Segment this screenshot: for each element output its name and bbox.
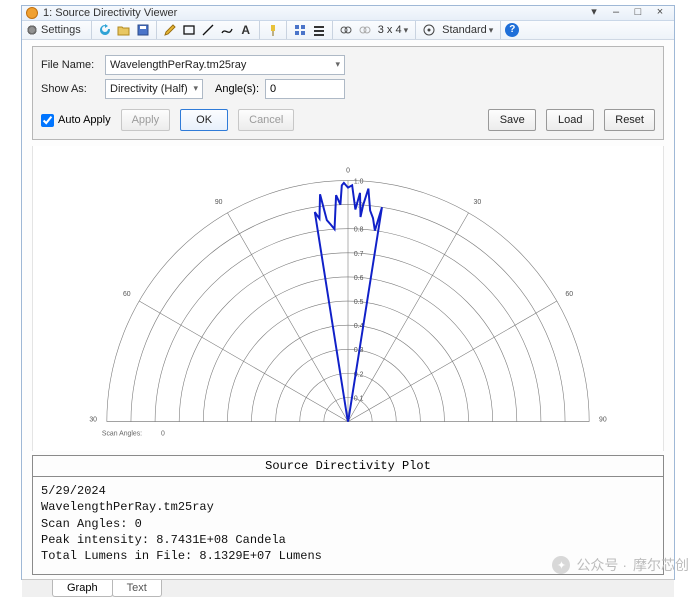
filename-value: WavelengthPerRay.tm25ray <box>110 59 246 71</box>
tab-graph[interactable]: Graph <box>52 580 113 597</box>
minimize-icon[interactable]: – <box>606 6 626 20</box>
folder-open-icon[interactable] <box>115 21 133 39</box>
save-icon[interactable] <box>134 21 152 39</box>
showas-value: Directivity (Half) <box>110 83 188 95</box>
filename-label: File Name: <box>41 59 105 71</box>
grid-view-icon[interactable] <box>291 21 309 39</box>
link-icon[interactable] <box>337 21 355 39</box>
tab-text[interactable]: Text <box>112 580 162 597</box>
view-mode-dropdown[interactable]: Standard <box>439 24 496 36</box>
help-icon[interactable]: ? <box>505 23 519 37</box>
maximize-icon[interactable]: □ <box>628 6 648 20</box>
close-icon[interactable]: × <box>650 6 670 20</box>
autoapply-checkbox[interactable]: Auto Apply <box>41 114 111 127</box>
list-view-icon[interactable] <box>310 21 328 39</box>
pencil-icon[interactable] <box>161 21 179 39</box>
ok-button[interactable]: OK <box>180 109 228 131</box>
svg-text:0.7: 0.7 <box>354 251 364 258</box>
gear-icon <box>26 24 38 36</box>
load-button[interactable]: Load <box>546 109 594 131</box>
filename-combo[interactable]: WavelengthPerRay.tm25ray ▾ <box>105 55 345 75</box>
svg-text:0: 0 <box>161 430 165 437</box>
svg-text:90: 90 <box>215 199 223 206</box>
svg-text:1.0: 1.0 <box>354 178 364 185</box>
settings-button[interactable]: Settings <box>26 24 87 36</box>
chevron-down-icon <box>404 24 409 36</box>
svg-text:0: 0 <box>346 168 350 175</box>
rectangle-tool-icon[interactable] <box>180 21 198 39</box>
svg-text:0.8: 0.8 <box>354 227 364 234</box>
svg-text:0.6: 0.6 <box>354 275 364 282</box>
line-tool-icon[interactable] <box>199 21 217 39</box>
svg-text:30: 30 <box>474 199 482 206</box>
save-button[interactable]: Save <box>488 109 536 131</box>
freehand-tool-icon[interactable] <box>218 21 236 39</box>
reset-button[interactable]: Reset <box>604 109 655 131</box>
chevron-down-icon: ▾ <box>193 83 198 94</box>
settings-label: Settings <box>41 24 81 36</box>
angles-input[interactable] <box>265 79 345 99</box>
unlink-icon[interactable] <box>356 21 374 39</box>
pin-icon[interactable] <box>264 21 282 39</box>
info-title: Source Directivity Plot <box>33 456 663 477</box>
dropdown-icon[interactable]: ▾ <box>584 6 604 20</box>
showas-combo[interactable]: Directivity (Half) ▾ <box>105 79 203 99</box>
apply-button[interactable]: Apply <box>121 109 171 131</box>
showas-label: Show As: <box>41 83 105 95</box>
grid-size-label: 3 x 4 <box>378 24 402 36</box>
svg-text:0.5: 0.5 <box>354 299 364 306</box>
target-icon[interactable] <box>420 21 438 39</box>
text-tool-icon[interactable]: A <box>237 21 255 39</box>
autoapply-label: Auto Apply <box>58 114 111 126</box>
polar-chart: 0.10.20.30.40.50.60.70.80.91.00309060609… <box>32 146 664 451</box>
svg-text:30: 30 <box>89 417 97 424</box>
svg-text:0.1: 0.1 <box>354 395 364 402</box>
app-icon <box>26 7 38 19</box>
svg-text:60: 60 <box>123 291 131 298</box>
refresh-icon[interactable] <box>96 21 114 39</box>
svg-text:60: 60 <box>565 291 573 298</box>
svg-text:Scan Angles:: Scan Angles: <box>102 430 142 437</box>
svg-text:90: 90 <box>599 417 607 424</box>
angles-label: Angle(s): <box>215 83 259 95</box>
cancel-button[interactable]: Cancel <box>238 109 294 131</box>
window-title: 1: Source Directivity Viewer <box>43 7 584 19</box>
chevron-down-icon <box>489 24 494 36</box>
info-body: 5/29/2024 WavelengthPerRay.tm25ray Scan … <box>33 477 663 574</box>
view-mode-label: Standard <box>442 24 487 36</box>
chevron-down-icon: ▾ <box>335 59 340 70</box>
grid-size-dropdown[interactable]: 3 x 4 <box>375 24 411 36</box>
